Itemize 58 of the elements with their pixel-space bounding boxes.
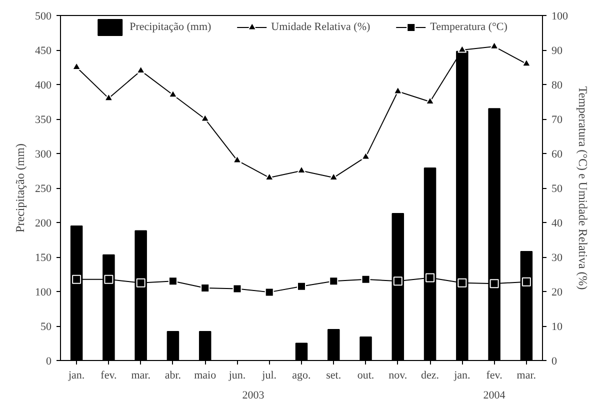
point (426, 273, 435, 282)
x-tick-label: out. (357, 370, 374, 382)
x-tick-label: mar. (516, 370, 536, 382)
x-tick-label: jun. (228, 370, 246, 382)
y2-axis-title: Temperatura (°C) e Umidade Relativa (%) (576, 86, 590, 290)
x-tick-label: ago. (292, 370, 312, 382)
x-tick-label: nov. (388, 370, 408, 382)
x-tick-label: fev. (100, 370, 117, 382)
point (264, 288, 274, 297)
y-tick-label: 150 (35, 252, 52, 264)
legend-label: Temperatura (°C) (430, 21, 508, 33)
point (329, 276, 338, 286)
x-tick-label: jul. (261, 370, 277, 382)
text: 2004 (483, 390, 506, 402)
x-tick-label: abr. (164, 370, 182, 382)
x-tick-label: maio (194, 370, 217, 382)
point (393, 276, 402, 286)
y-tick-label: 200 (35, 218, 52, 230)
x-tick-label: set. (326, 370, 342, 382)
x-tick-label: mar. (131, 370, 151, 382)
y2-tick-label: 80 (552, 80, 563, 92)
legend-label: Precipitação (mm) (130, 21, 212, 33)
y2-tick-label: 40 (552, 218, 563, 230)
point (136, 278, 146, 288)
y-tick-label: 100 (35, 286, 52, 298)
y2-tick-label: 60 (552, 148, 563, 160)
legend-label: Umidade Relativa (%) (271, 21, 370, 33)
point (232, 284, 242, 294)
y2-tick-label: 90 (552, 45, 563, 57)
point (104, 274, 114, 284)
point (490, 279, 499, 288)
x-tick-label: jan. (453, 370, 471, 382)
x-tick-label: jan. (67, 370, 85, 382)
y2-tick-label: 30 (552, 252, 563, 264)
y-tick-label: 350 (35, 114, 52, 126)
y-tick-label: 400 (35, 80, 52, 92)
text: 2003 (242, 390, 265, 402)
y2-tick-label: 20 (552, 286, 563, 298)
y-tick-label: 50 (40, 321, 52, 333)
y2-tick-label: 70 (552, 114, 563, 126)
point (361, 274, 370, 284)
y-axis-title: Precipitação (mm) (13, 144, 27, 232)
y-tick-label: 450 (35, 45, 52, 57)
y-tick-label: 250 (35, 183, 52, 195)
y-tick-label: 0 (46, 356, 52, 368)
point (168, 276, 178, 286)
x-tick-label: fev. (486, 370, 503, 382)
point (458, 278, 467, 288)
point (72, 274, 82, 284)
x-tick-label: dez. (421, 370, 440, 382)
y2-tick-label: 100 (552, 10, 568, 22)
y2-tick-label: 0 (552, 356, 558, 368)
y-tick-label: 300 (35, 148, 52, 160)
point (297, 282, 306, 291)
y-tick-label: 500 (35, 10, 52, 22)
y2-tick-label: 50 (552, 183, 563, 195)
y2-tick-label: 10 (552, 321, 563, 333)
point (522, 277, 531, 286)
